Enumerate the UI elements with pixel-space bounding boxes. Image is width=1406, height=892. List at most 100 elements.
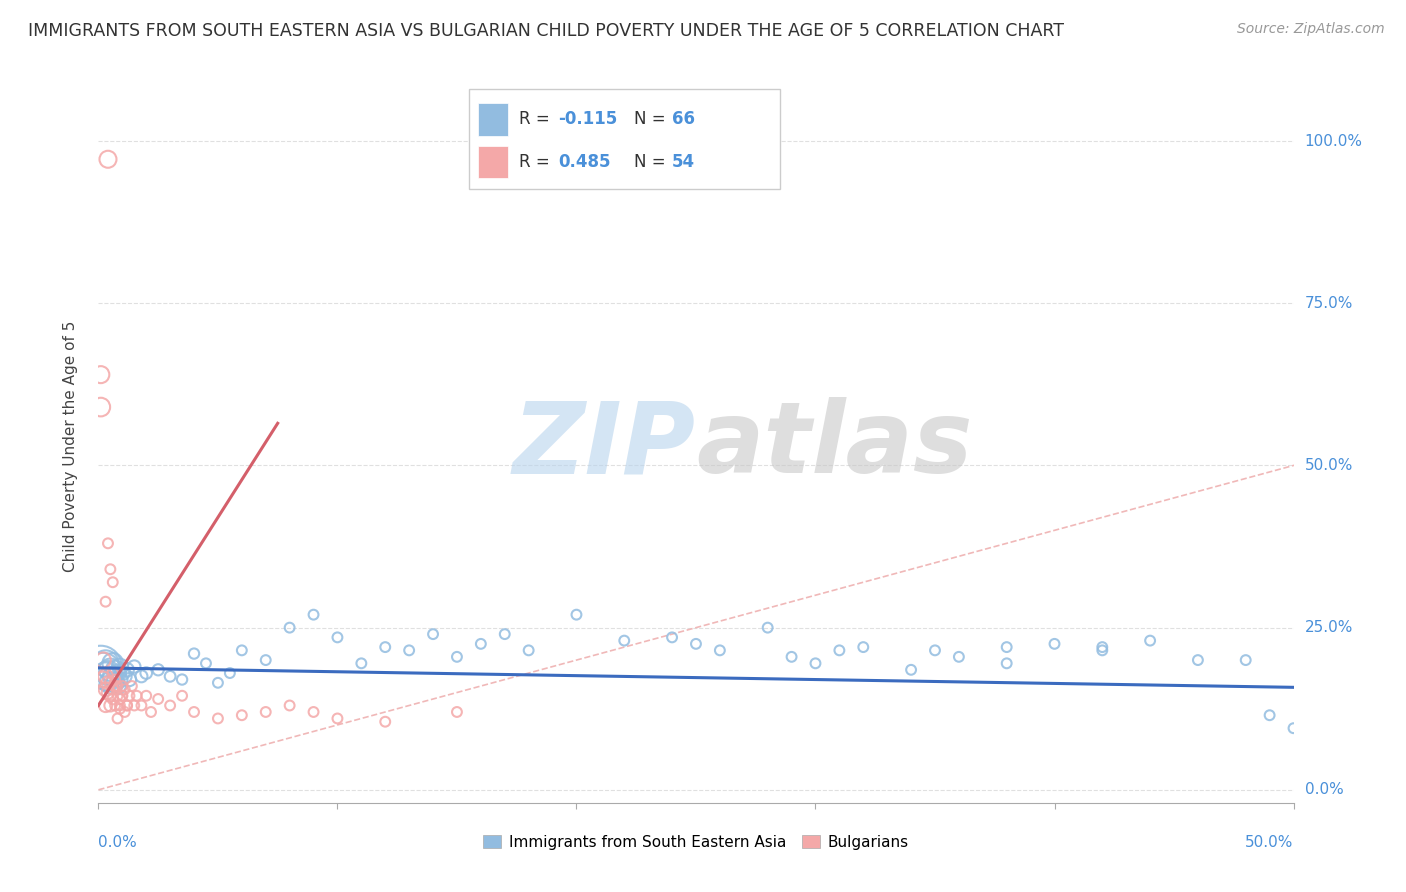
Point — [111, 689, 134, 703]
Point — [172, 673, 194, 687]
Point — [118, 673, 141, 687]
Point — [374, 640, 396, 654]
Point — [98, 562, 122, 576]
Point — [90, 368, 112, 382]
Point — [104, 679, 127, 693]
Point — [98, 689, 122, 703]
Point — [1234, 653, 1257, 667]
Point — [107, 689, 129, 703]
Text: 50.0%: 50.0% — [1305, 458, 1353, 473]
Point — [94, 682, 117, 697]
Text: 66: 66 — [672, 111, 695, 128]
Y-axis label: Child Poverty Under the Age of 5: Child Poverty Under the Age of 5 — [63, 320, 77, 572]
Point — [108, 702, 131, 716]
Point — [107, 711, 129, 725]
Point — [148, 663, 170, 677]
Point — [900, 663, 922, 677]
Point — [685, 637, 707, 651]
Point — [231, 643, 253, 657]
Point — [111, 689, 134, 703]
Point — [114, 682, 136, 697]
Point — [94, 669, 117, 683]
Point — [98, 675, 122, 690]
Point — [326, 711, 349, 725]
FancyBboxPatch shape — [478, 103, 509, 136]
Point — [1043, 637, 1066, 651]
Point — [207, 711, 229, 725]
Point — [108, 659, 131, 673]
FancyBboxPatch shape — [478, 145, 509, 178]
Point — [219, 666, 242, 681]
Point — [115, 663, 138, 677]
Text: IMMIGRANTS FROM SOUTH EASTERN ASIA VS BULGARIAN CHILD POVERTY UNDER THE AGE OF 5: IMMIGRANTS FROM SOUTH EASTERN ASIA VS BU… — [28, 22, 1064, 40]
Text: 0.485: 0.485 — [558, 153, 612, 171]
Point — [108, 692, 131, 706]
Text: N =: N = — [634, 153, 671, 171]
Text: 75.0%: 75.0% — [1305, 296, 1353, 310]
Point — [1282, 721, 1305, 735]
Point — [1187, 653, 1209, 667]
Point — [517, 643, 540, 657]
Point — [302, 705, 325, 719]
Point — [94, 595, 117, 609]
Point — [101, 575, 124, 590]
Text: 100.0%: 100.0% — [1305, 134, 1362, 149]
Point — [1258, 708, 1281, 723]
Point — [124, 659, 146, 673]
FancyBboxPatch shape — [470, 89, 780, 189]
Point — [852, 640, 875, 654]
Point — [97, 675, 120, 690]
Point — [107, 666, 129, 681]
Point — [756, 621, 779, 635]
Point — [135, 666, 157, 681]
Text: 25.0%: 25.0% — [1305, 620, 1353, 635]
Point — [278, 698, 301, 713]
Point — [135, 689, 157, 703]
Point — [995, 657, 1018, 671]
Point — [94, 669, 117, 683]
Text: Source: ZipAtlas.com: Source: ZipAtlas.com — [1237, 22, 1385, 37]
Point — [302, 607, 325, 622]
Point — [131, 669, 153, 683]
Point — [91, 663, 114, 677]
Point — [254, 705, 277, 719]
Point — [104, 663, 127, 677]
Point — [661, 631, 683, 645]
Point — [104, 675, 127, 690]
Point — [107, 679, 129, 693]
Point — [613, 633, 636, 648]
Point — [91, 653, 114, 667]
Point — [104, 673, 127, 687]
Text: atlas: atlas — [696, 398, 973, 494]
Point — [104, 698, 127, 713]
Point — [98, 698, 122, 713]
Point — [90, 659, 112, 673]
Text: N =: N = — [634, 111, 671, 128]
Point — [139, 705, 162, 719]
Point — [115, 698, 138, 713]
Point — [121, 679, 143, 693]
Point — [207, 675, 229, 690]
Point — [90, 400, 112, 414]
Point — [148, 692, 170, 706]
Text: 0.0%: 0.0% — [1305, 782, 1343, 797]
Point — [1091, 640, 1114, 654]
Point — [94, 698, 117, 713]
Point — [422, 627, 444, 641]
Point — [114, 669, 136, 683]
Point — [97, 673, 120, 687]
Point — [446, 649, 468, 664]
Point — [183, 647, 205, 661]
Point — [948, 649, 970, 664]
Point — [231, 708, 253, 723]
Point — [350, 657, 373, 671]
Point — [118, 689, 141, 703]
Text: 0.0%: 0.0% — [98, 835, 138, 850]
Text: 50.0%: 50.0% — [1246, 835, 1294, 850]
Point — [125, 689, 148, 703]
Point — [108, 673, 131, 687]
Point — [108, 698, 131, 713]
Point — [995, 640, 1018, 654]
Point — [97, 685, 120, 699]
Point — [195, 657, 218, 671]
